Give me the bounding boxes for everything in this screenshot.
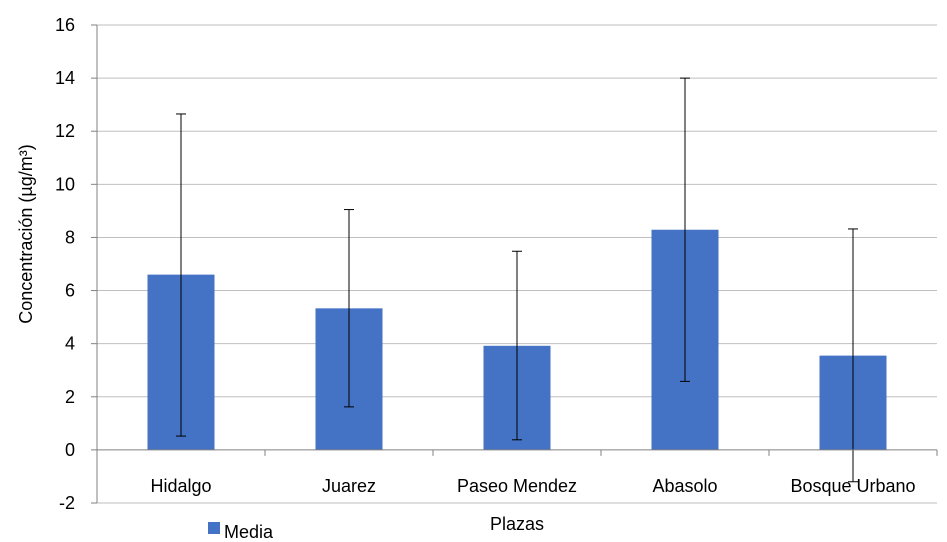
x-tick-label: Hidalgo: [150, 476, 211, 496]
gridlines: [97, 24, 937, 504]
y-tick-label: 12: [55, 121, 75, 141]
y-tick-label: 14: [55, 68, 75, 88]
y-tick-label: 16: [55, 15, 75, 35]
x-tick-label: Juarez: [322, 476, 376, 496]
y-tick-label: 10: [55, 174, 75, 194]
axes: [91, 24, 938, 504]
y-tick-label: 6: [65, 281, 75, 301]
x-tick-label: Abasolo: [652, 476, 717, 496]
y-tick-label: 2: [65, 387, 75, 407]
legend-label: Media: [224, 522, 274, 542]
error-bars: [176, 77, 858, 483]
y-tick-labels: -2 0 2 4 6 8 10 12 14 16: [55, 15, 75, 513]
x-tick-label: Bosque Urbano: [790, 476, 915, 496]
legend-swatch: [208, 522, 220, 534]
y-tick-label: 0: [65, 440, 75, 460]
x-tick-labels: Hidalgo Juarez Paseo Mendez Abasolo Bosque U…: [150, 476, 915, 496]
legend: Media: [208, 522, 274, 542]
y-tick-label: 4: [65, 334, 75, 354]
y-axis-title: Concentración (µg/m³): [16, 144, 36, 323]
y-tick-label: -2: [59, 493, 75, 513]
x-axis-title: Plazas: [490, 514, 544, 534]
x-tick-label: Paseo Mendez: [457, 476, 577, 496]
y-tick-label: 8: [65, 227, 75, 247]
